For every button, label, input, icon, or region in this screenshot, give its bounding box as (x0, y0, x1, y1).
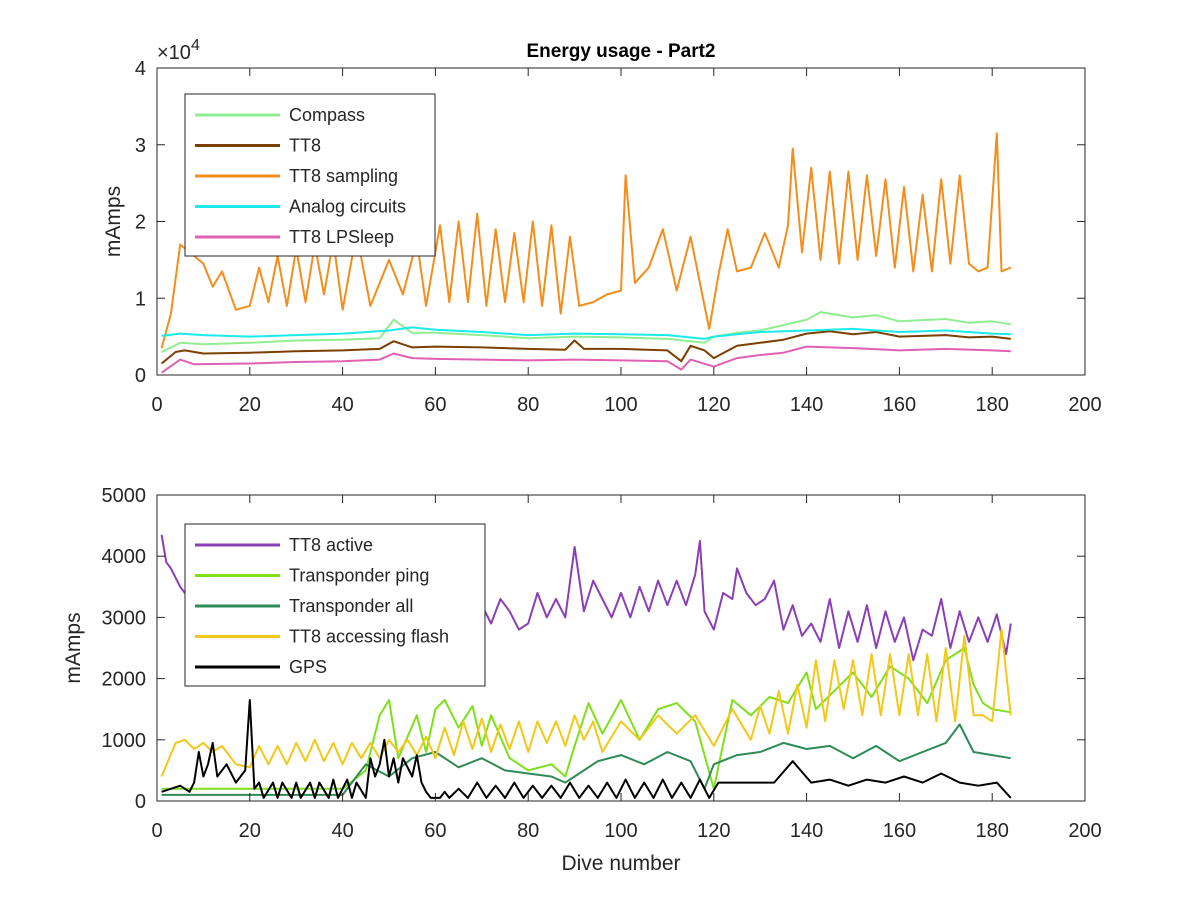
y-exponent-power: 4 (191, 37, 200, 54)
x-tick-label: 120 (697, 820, 730, 842)
x-tick-label: 120 (697, 394, 730, 416)
x-tick-label: 80 (517, 820, 539, 842)
x-tick-label: 140 (790, 394, 823, 416)
y-exponent-label: ×104 (157, 37, 200, 64)
legend-entry: TT8 accessing flash (289, 627, 449, 647)
legend-entry: TT8 sampling (289, 166, 398, 186)
legend-entry: TT8 (289, 136, 321, 156)
x-tick-label: 60 (424, 394, 446, 416)
x-tick-label: 60 (424, 820, 446, 842)
y-tick-label: 0 (135, 365, 146, 387)
legend-entry: GPS (289, 657, 327, 677)
series-line-tt8-active (160, 534, 1012, 662)
legend-entry: Compass (289, 105, 365, 125)
series-group (160, 132, 1012, 374)
series-line-tt8 (160, 330, 1011, 365)
x-tick-label: 20 (239, 394, 261, 416)
top-axes: 0 20 40 60 80 100 120 140 160 180 20001234×104mAmp… (102, 37, 1102, 416)
y-tick-label: 2000 (102, 669, 147, 691)
x-tick-label: 180 (976, 820, 1009, 842)
x-tick-label: 0 (151, 394, 162, 416)
x-tick-label: 180 (976, 394, 1009, 416)
y-tick-label: 3 (135, 135, 146, 157)
x-tick-label: 20 (239, 820, 261, 842)
x-tick-label: 80 (517, 394, 539, 416)
series-line-gps (161, 699, 1012, 799)
y-axis-label: mAmps (62, 612, 85, 683)
x-tick-label: 40 (331, 394, 353, 416)
legend: Compass TT8 TT8 sampling Analog circuits TT8… (184, 93, 436, 257)
y-tick-label: 4000 (102, 546, 147, 568)
x-tick-label: 160 (883, 820, 916, 842)
legend-entry: TT8 LPSleep (289, 227, 394, 247)
bottom-axes: 0 20 40 60 80 100 120 140 160 180 2000100020003000… (62, 485, 1102, 875)
x-axis-label: Dive number (561, 852, 680, 875)
x-tick-label: 140 (790, 820, 823, 842)
series-line-compass (161, 311, 1011, 353)
x-tick-label: 160 (883, 394, 916, 416)
legend-entry: Analog circuits (289, 197, 406, 217)
legend-entry: TT8 active (289, 535, 373, 555)
y-tick-label: 1 (135, 288, 146, 310)
x-tick-label: 100 (604, 820, 637, 842)
legend-entry: Transponder all (289, 596, 413, 616)
legend-entry: Transponder ping (289, 566, 429, 586)
series-line-transponder-ping (161, 647, 1011, 790)
x-tick-label: 0 (151, 820, 162, 842)
y-tick-label: 4 (135, 58, 146, 80)
x-tick-label: 200 (1068, 820, 1101, 842)
series-line-tt8-lpsleep (161, 345, 1011, 374)
x-tick-label: 200 (1068, 394, 1101, 416)
y-tick-label: 2 (135, 212, 146, 234)
series-line-tt8-accessing-flash (160, 628, 1012, 777)
y-axis-label: mAmps (102, 186, 125, 257)
y-tick-label: 1000 (102, 730, 147, 752)
series-line-tt8-sampling (160, 132, 1012, 349)
y-tick-label: 5000 (102, 485, 147, 507)
series-line-analog-circuits (161, 326, 1011, 340)
y-tick-label: 3000 (102, 607, 147, 629)
x-tick-label: 100 (604, 394, 637, 416)
x-tick-label: 40 (331, 820, 353, 842)
y-tick-label: 0 (135, 791, 146, 813)
chart-title: Energy usage - Part2 (526, 41, 715, 62)
legend: TT8 active Transponder ping Transponder al… (184, 523, 486, 687)
series-group (160, 534, 1012, 799)
series-line-transponder-all (161, 723, 1011, 796)
